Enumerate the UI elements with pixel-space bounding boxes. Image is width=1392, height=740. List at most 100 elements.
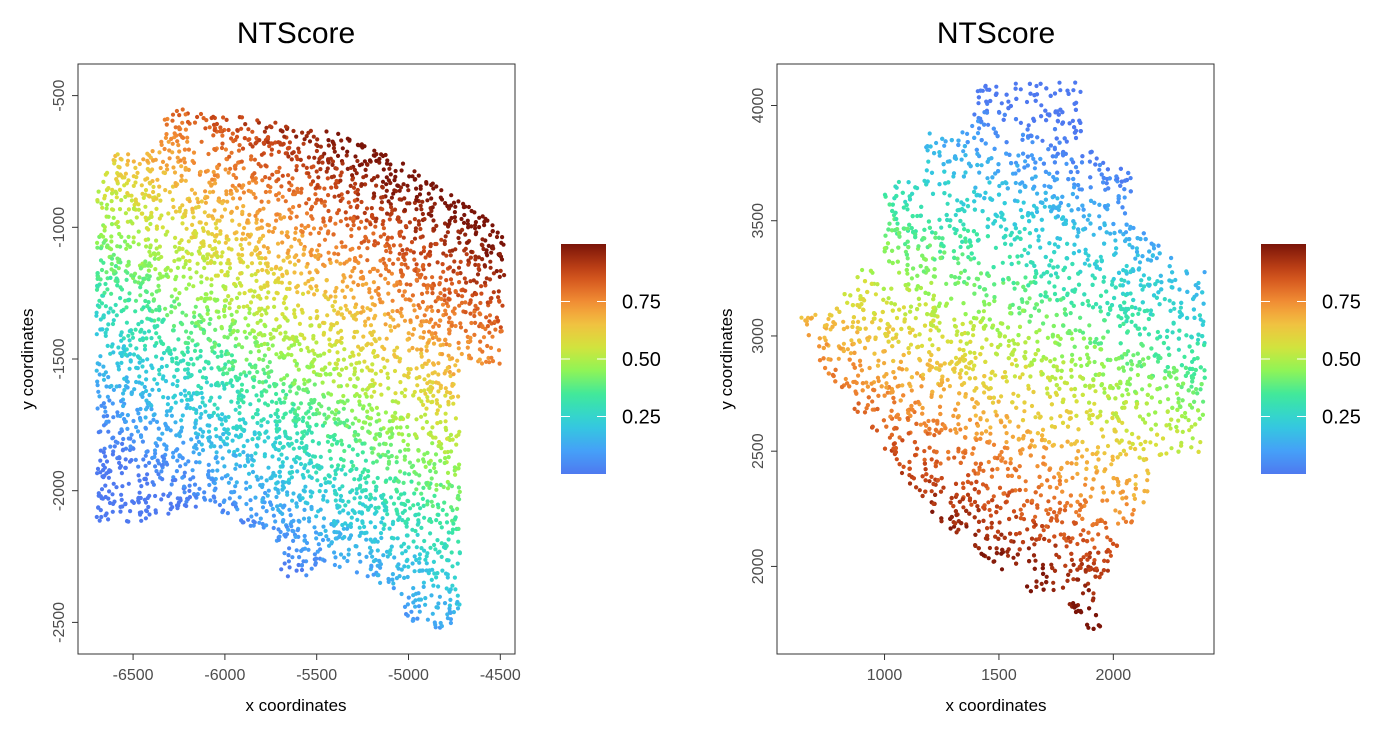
scatter-point bbox=[327, 474, 332, 479]
scatter-point bbox=[206, 469, 211, 474]
scatter-point bbox=[280, 129, 285, 134]
scatter-point bbox=[104, 206, 109, 211]
scatter-point bbox=[356, 352, 361, 357]
scatter-point bbox=[268, 185, 273, 190]
scatter-point bbox=[383, 243, 388, 249]
scatter-point bbox=[449, 193, 454, 198]
scatter-point bbox=[322, 412, 327, 417]
scatter-point bbox=[405, 424, 410, 430]
scatter-point bbox=[99, 487, 105, 492]
scatter-point bbox=[383, 453, 388, 458]
scatter-point bbox=[271, 470, 276, 476]
scatter-point bbox=[284, 286, 290, 291]
scatter-point bbox=[263, 189, 268, 195]
scatter-point bbox=[228, 166, 233, 171]
scatter-point bbox=[114, 485, 119, 490]
scatter-point bbox=[242, 225, 247, 231]
left-scatter-points bbox=[94, 107, 507, 630]
scatter-point bbox=[398, 449, 403, 454]
scatter-point bbox=[184, 405, 189, 411]
scatter-point bbox=[150, 149, 155, 154]
scatter-point bbox=[111, 158, 116, 163]
scatter-point bbox=[434, 334, 439, 340]
scatter-point bbox=[136, 464, 141, 469]
scatter-point bbox=[436, 389, 441, 394]
scatter-point bbox=[230, 490, 235, 495]
scatter-point bbox=[302, 538, 307, 543]
scatter-point bbox=[278, 350, 284, 355]
scatter-point bbox=[255, 420, 260, 426]
scatter-point bbox=[456, 485, 461, 490]
scatter-point bbox=[265, 493, 270, 498]
scatter-point bbox=[215, 253, 220, 259]
scatter-point bbox=[148, 243, 153, 248]
scatter-point bbox=[345, 418, 350, 423]
scatter-point bbox=[345, 190, 350, 195]
scatter-point bbox=[138, 293, 143, 298]
scatter-point bbox=[294, 548, 299, 553]
scatter-point bbox=[155, 443, 160, 448]
scatter-point bbox=[305, 421, 310, 426]
scatter-point bbox=[265, 371, 271, 376]
scatter-point bbox=[328, 434, 333, 440]
scatter-point bbox=[212, 402, 217, 407]
scatter-point bbox=[235, 329, 240, 334]
scatter-point bbox=[142, 330, 147, 335]
scatter-point bbox=[276, 140, 281, 145]
scatter-point bbox=[339, 438, 344, 443]
scatter-point bbox=[146, 400, 152, 406]
scatter-point bbox=[275, 241, 281, 246]
scatter-point bbox=[332, 251, 337, 256]
scatter-point bbox=[169, 310, 174, 315]
scatter-point bbox=[363, 323, 368, 328]
scatter-point bbox=[201, 429, 206, 434]
scatter-point bbox=[145, 151, 150, 156]
scatter-point bbox=[331, 232, 336, 237]
scatter-point bbox=[340, 399, 345, 404]
scatter-point bbox=[98, 458, 103, 463]
scatter-point bbox=[443, 386, 448, 391]
scatter-point bbox=[416, 448, 421, 453]
scatter-point bbox=[356, 432, 361, 437]
scatter-point bbox=[306, 349, 311, 354]
scatter-point bbox=[444, 520, 450, 525]
scatter-point bbox=[363, 458, 368, 463]
scatter-point bbox=[435, 571, 440, 576]
scatter-point bbox=[372, 266, 377, 271]
scatter-point bbox=[338, 493, 344, 499]
scatter-point bbox=[126, 234, 131, 239]
scatter-point bbox=[332, 194, 337, 199]
scatter-point bbox=[325, 313, 330, 318]
scatter-point bbox=[267, 189, 272, 194]
scatter-point bbox=[268, 413, 273, 419]
scatter-point bbox=[425, 305, 430, 310]
scatter-point bbox=[211, 478, 216, 483]
scatter-point bbox=[433, 622, 438, 627]
scatter-point bbox=[326, 143, 331, 148]
scatter-point bbox=[151, 158, 156, 163]
scatter-point bbox=[218, 125, 223, 130]
scatter-point bbox=[402, 196, 407, 201]
scatter-point bbox=[242, 463, 248, 468]
scatter-point bbox=[256, 436, 261, 441]
scatter-point bbox=[439, 446, 444, 451]
scatter-point bbox=[324, 278, 329, 283]
scatter-point bbox=[119, 309, 124, 314]
scatter-point bbox=[430, 308, 435, 313]
scatter-point bbox=[311, 399, 316, 405]
scatter-point bbox=[408, 367, 413, 372]
scatter-point bbox=[385, 158, 390, 163]
scatter-point bbox=[260, 225, 265, 230]
scatter-point bbox=[210, 468, 215, 473]
scatter-point bbox=[216, 309, 221, 314]
scatter-point bbox=[468, 311, 473, 316]
scatter-point bbox=[287, 546, 292, 551]
scatter-point bbox=[212, 260, 217, 265]
scatter-point bbox=[484, 359, 489, 364]
scatter-point bbox=[202, 495, 207, 500]
scatter-point bbox=[285, 335, 290, 340]
scatter-point bbox=[265, 270, 271, 275]
scatter-point bbox=[415, 272, 420, 277]
scatter-point bbox=[260, 505, 266, 510]
scatter-point bbox=[234, 295, 240, 301]
